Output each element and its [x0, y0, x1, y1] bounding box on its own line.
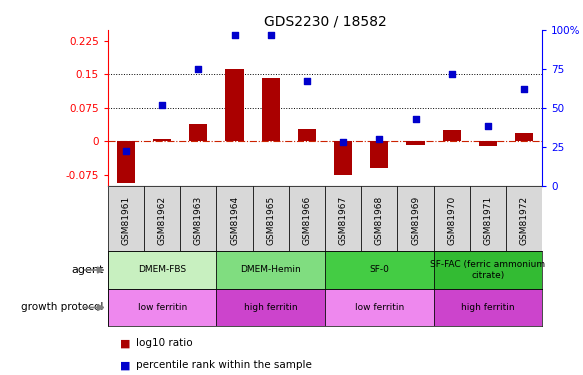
Text: DMEM-FBS: DMEM-FBS: [138, 266, 186, 274]
Bar: [442, 130, 461, 141]
Bar: [216, 251, 325, 289]
Text: GSM81961: GSM81961: [121, 195, 131, 245]
Bar: [434, 251, 542, 289]
Bar: [226, 69, 244, 141]
Point: [302, 78, 311, 84]
Text: growth protocol: growth protocol: [21, 303, 104, 312]
Point: [157, 102, 167, 108]
Bar: [108, 186, 144, 251]
Text: GSM81967: GSM81967: [339, 195, 347, 245]
Bar: [370, 141, 388, 168]
Bar: [144, 186, 180, 251]
Bar: [108, 289, 216, 326]
Point: [339, 139, 348, 145]
Bar: [470, 186, 506, 251]
Title: GDS2230 / 18582: GDS2230 / 18582: [264, 15, 387, 29]
Text: GSM81964: GSM81964: [230, 195, 239, 244]
Bar: [325, 186, 361, 251]
Bar: [398, 186, 434, 251]
Bar: [252, 186, 289, 251]
Bar: [262, 78, 280, 141]
Bar: [434, 289, 542, 326]
Bar: [506, 186, 542, 251]
Text: GSM81968: GSM81968: [375, 195, 384, 245]
Text: percentile rank within the sample: percentile rank within the sample: [136, 360, 312, 370]
Text: GSM81962: GSM81962: [157, 195, 167, 244]
Text: high ferritin: high ferritin: [244, 303, 297, 312]
Bar: [189, 124, 208, 141]
Text: agent: agent: [71, 265, 104, 275]
Text: GSM81965: GSM81965: [266, 195, 275, 245]
Point: [121, 148, 131, 154]
Text: DMEM-Hemin: DMEM-Hemin: [240, 266, 301, 274]
Point: [375, 136, 384, 142]
Text: GSM81966: GSM81966: [303, 195, 311, 245]
Text: SF-0: SF-0: [370, 266, 389, 274]
Bar: [479, 141, 497, 147]
Text: GSM81972: GSM81972: [519, 195, 529, 244]
Bar: [117, 141, 135, 183]
Text: GSM81971: GSM81971: [483, 195, 493, 245]
Text: GSM81963: GSM81963: [194, 195, 203, 245]
Bar: [298, 129, 316, 141]
Point: [266, 32, 275, 38]
Text: GSM81970: GSM81970: [447, 195, 456, 245]
Point: [411, 116, 420, 122]
Bar: [216, 289, 325, 326]
Point: [483, 123, 493, 129]
Text: GSM81969: GSM81969: [411, 195, 420, 245]
Text: low ferritin: low ferritin: [354, 303, 404, 312]
Point: [519, 86, 529, 92]
Bar: [289, 186, 325, 251]
Bar: [325, 251, 434, 289]
Bar: [406, 141, 424, 145]
Text: ■: ■: [120, 360, 134, 370]
Bar: [334, 141, 352, 174]
Bar: [216, 186, 252, 251]
Text: SF-FAC (ferric ammonium
citrate): SF-FAC (ferric ammonium citrate): [430, 260, 546, 280]
Bar: [434, 186, 470, 251]
Point: [230, 32, 239, 38]
Text: ■: ■: [120, 338, 134, 348]
Point: [194, 66, 203, 72]
Bar: [153, 139, 171, 141]
Text: low ferritin: low ferritin: [138, 303, 187, 312]
Bar: [108, 251, 216, 289]
Bar: [325, 289, 434, 326]
Bar: [515, 133, 533, 141]
Point: [447, 70, 456, 76]
Text: log10 ratio: log10 ratio: [136, 338, 192, 348]
Bar: [361, 186, 398, 251]
Text: high ferritin: high ferritin: [461, 303, 515, 312]
Bar: [180, 186, 216, 251]
